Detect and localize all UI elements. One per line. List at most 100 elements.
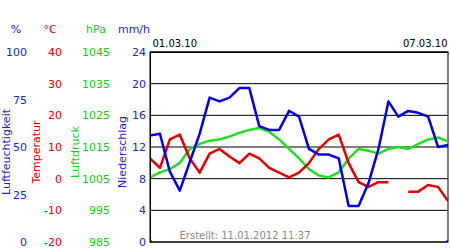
y-axis: 0 4 8 12 16 20 24 [132, 46, 151, 249]
tick-label: 1005 [82, 173, 110, 186]
tick-label: -20 [44, 236, 62, 249]
tick: 1045 [82, 46, 150, 59]
line [150, 128, 448, 177]
y-axis: -20-10010203040 [44, 46, 150, 249]
bar [218, 242, 222, 243]
grid-line [150, 83, 448, 84]
axis-line [151, 52, 449, 53]
tick-label: 100 [6, 46, 27, 59]
bar [317, 242, 321, 243]
axis-title: Niederschlag [116, 116, 129, 188]
tick-label: 1035 [82, 78, 110, 91]
annotation: Erstellt: 11.01.2012 11:37 [180, 230, 311, 241]
bar [297, 242, 301, 243]
tick-label: 50 [13, 141, 27, 154]
bar [257, 242, 261, 243]
axis-unit: hPa [86, 23, 106, 36]
tick: -10 [44, 204, 150, 217]
bar [277, 242, 281, 243]
axis-unit: mm/h [118, 23, 150, 36]
tick-label: 995 [89, 204, 110, 217]
tick-label: 1015 [82, 141, 110, 154]
tick-label: 25 [13, 189, 27, 202]
tick-label: 985 [89, 236, 110, 249]
axis-unit: % [11, 23, 21, 36]
tick-label: 75 [13, 94, 27, 107]
tick-label: 30 [48, 78, 62, 91]
bar [247, 242, 251, 243]
tick-label: 8 [139, 173, 146, 186]
y-axis: 0255075100 [6, 46, 151, 249]
tick: 75 [13, 94, 150, 107]
tick: 07.03.10 [403, 38, 449, 52]
tick: 0 [20, 236, 150, 249]
tick: 985 [89, 236, 150, 249]
axis-line [150, 53, 151, 243]
bar [158, 242, 162, 243]
bar [168, 242, 172, 243]
tick-label: 01.03.10 [153, 38, 198, 49]
tick-label: 10 [48, 141, 62, 154]
bar [386, 242, 390, 243]
bar [198, 242, 202, 243]
bar [376, 242, 380, 243]
bar [188, 242, 192, 243]
bar [337, 242, 341, 243]
tick-label: 20 [48, 109, 62, 122]
tick: 16 [132, 109, 150, 122]
tick: 12 [132, 141, 150, 154]
chart: 0 25 50 75 100 Luftfeuchtigkeit% -20 -10 0 10 20 30… [0, 0, 450, 250]
tick-label: 20 [132, 78, 146, 91]
axis-unit: °C [43, 23, 57, 36]
axis-line [150, 53, 151, 243]
tick: 8 [139, 173, 150, 186]
y-axis: 985 995 1005 1015 1025 1035 1045 [82, 46, 151, 249]
tick: 995 [89, 204, 150, 217]
tick-label: 40 [48, 46, 62, 59]
bar [227, 242, 231, 243]
bar [357, 242, 361, 243]
tick: 20 [132, 78, 150, 91]
tick: 30 [48, 78, 150, 91]
bar [396, 242, 400, 243]
tick-label: 4 [139, 204, 146, 217]
grid-line [150, 210, 448, 211]
bar [287, 242, 291, 243]
bar [327, 242, 331, 243]
tick: 0 [139, 236, 150, 249]
tick: 20 [48, 109, 150, 122]
tick: 01.03.10 [151, 38, 198, 52]
tick: 40 [48, 46, 150, 59]
bar [178, 242, 182, 243]
bar [208, 242, 212, 243]
axis-title: Luftdruck [69, 125, 82, 177]
bar [426, 242, 430, 243]
tick: 24 [132, 46, 150, 59]
tick-label: 24 [132, 46, 146, 59]
x-axis: 01.03.10 07.03.10 [151, 38, 449, 53]
bar [436, 242, 440, 243]
bar [367, 242, 371, 243]
plot-frame [150, 52, 448, 242]
bar [446, 240, 448, 242]
grid-line [150, 178, 448, 179]
line [150, 88, 448, 206]
tick-label: 0 [55, 173, 62, 186]
tick-label: -10 [44, 204, 62, 217]
axis-title: Luftfeuchtigkeit [0, 108, 13, 195]
tick-label: 12 [132, 141, 146, 154]
bar [406, 242, 410, 243]
tick-label: 1025 [82, 109, 110, 122]
tick: 10 [48, 141, 150, 154]
bar [416, 242, 420, 243]
tick: 100 [6, 46, 150, 59]
axis-title: Temperatur [30, 120, 43, 185]
tick-label: 0 [139, 236, 146, 249]
tick-label: 0 [20, 236, 27, 249]
tick-label: 16 [132, 109, 146, 122]
bar [267, 242, 271, 243]
tick-label: 07.03.10 [403, 38, 448, 49]
tick: -20 [44, 236, 150, 249]
marks [150, 88, 448, 242]
axis-line [150, 53, 151, 243]
